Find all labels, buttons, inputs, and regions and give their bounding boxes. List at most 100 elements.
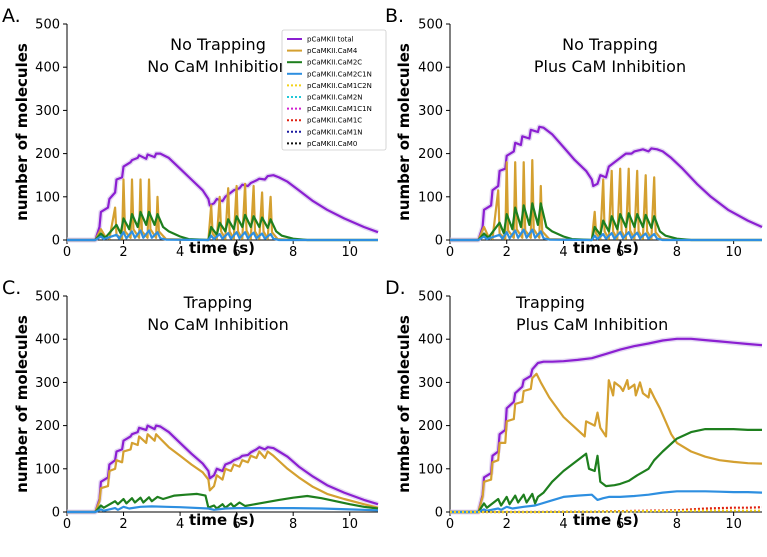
x-tick-label: 8 xyxy=(289,245,297,260)
x-tick-label: 0 xyxy=(446,517,454,532)
series-line-pcamkii-total xyxy=(450,125,763,242)
x-tick-label: 2 xyxy=(119,245,127,260)
chart-panel-2: B. 0 100 200 300 400 500 0 2 4 6 8 10 time (s) number … xyxy=(385,5,764,260)
y-tick-label: 300 xyxy=(35,376,60,391)
legend-label-pcamkii-total: pCaMKII total xyxy=(307,36,354,44)
series-line-pcamkii-cam1c2n xyxy=(450,509,762,514)
chart-title-line: Trapping xyxy=(183,293,253,312)
x-tick-label: 6 xyxy=(616,245,624,260)
series-group xyxy=(67,151,379,243)
y-tick-label: 0 xyxy=(435,234,443,249)
x-tick-label: 2 xyxy=(503,245,511,260)
y-tick-label: 400 xyxy=(418,61,443,76)
x-tick-label: 6 xyxy=(232,245,240,260)
panel-letter: D. xyxy=(385,277,406,299)
x-tick-label: 4 xyxy=(176,245,184,260)
x-tick-label: 0 xyxy=(446,245,454,260)
legend-label-pcamkii-cam0: pCaMKII.CaM0 xyxy=(307,140,357,148)
legend: pCaMKII total pCaMKII.CaM4 pCaMKII.CaM2C pC… xyxy=(281,29,387,151)
series-line-pcamkii-cam2c1n xyxy=(450,490,763,514)
panel-letter: A. xyxy=(2,5,21,27)
x-tick-label: 8 xyxy=(673,517,681,532)
series-band-total xyxy=(450,124,764,243)
chart-title-line: Plus CaM Inhibition xyxy=(516,315,668,334)
x-tick-label: 0 xyxy=(63,517,71,532)
series-line-pcamkii-cam2c xyxy=(450,428,762,514)
series-line-pcamkii-cam2c xyxy=(450,202,762,242)
y-tick-label: 0 xyxy=(52,234,60,249)
legend-label-pcamkii-cam1c2n: pCaMKII.CaM1C2N xyxy=(307,82,372,90)
legend-box xyxy=(281,29,387,151)
x-tick-label: 8 xyxy=(289,517,297,532)
legend-label-pcamkii-cam2c1n: pCaMKII.CaM2C1N xyxy=(307,70,372,78)
x-tick-label: 2 xyxy=(119,517,127,532)
x-axis-label: time (s) xyxy=(189,511,255,529)
legend-label-pcamkii-cam2c: pCaMKII.CaM2C xyxy=(307,59,362,67)
y-tick-label: 100 xyxy=(418,462,443,477)
y-axis-label: number of molecules xyxy=(395,315,413,493)
y-tick-label: 300 xyxy=(418,104,443,119)
y-axis-label: number of molecules xyxy=(395,43,413,221)
x-tick-label: 4 xyxy=(559,517,567,532)
y-tick-label: 500 xyxy=(35,290,60,305)
series-group xyxy=(67,423,379,515)
panel-letter: B. xyxy=(385,5,404,27)
chart-panel-4: D. 0 100 200 300 400 500 0 2 4 6 8 10 time (s) number … xyxy=(385,277,763,532)
x-axis-label: time (s) xyxy=(573,239,639,257)
x-tick-label: 4 xyxy=(559,245,567,260)
legend-label-pcamkii-cam2n: pCaMKII.CaM2N xyxy=(307,94,363,102)
y-tick-label: 100 xyxy=(35,190,60,205)
y-tick-label: 100 xyxy=(418,190,443,205)
x-tick-label: 4 xyxy=(176,517,184,532)
legend-label-pcamkii-cam1n: pCaMKII.CaM1N xyxy=(307,128,363,136)
x-tick-label: 8 xyxy=(673,245,681,260)
y-tick-label: 0 xyxy=(435,506,443,521)
y-tick-label: 300 xyxy=(35,104,60,119)
x-tick-label: 2 xyxy=(503,517,511,532)
chart-panel-1: A. 0 100 200 300 400 500 0 2 4 6 8 10 time (s) number … xyxy=(2,5,387,260)
y-tick-label: 200 xyxy=(35,419,60,434)
y-tick-label: 200 xyxy=(418,147,443,162)
series-line-pcamkii-total xyxy=(450,337,763,514)
x-tick-label: 10 xyxy=(341,517,358,532)
y-tick-label: 400 xyxy=(35,61,60,76)
series-line-pcamkii-cam4 xyxy=(67,433,379,514)
x-tick-label: 10 xyxy=(725,245,742,260)
x-axis-label: time (s) xyxy=(189,239,255,257)
chart-title-line: No CaM Inhibition xyxy=(147,57,288,76)
y-tick-label: 300 xyxy=(418,376,443,391)
series-group xyxy=(450,124,764,243)
x-axis-label: time (s) xyxy=(573,511,639,529)
x-tick-label: 10 xyxy=(341,245,358,260)
chart-title-line: No Trapping xyxy=(170,35,266,54)
y-axis-label: number of molecules xyxy=(13,43,31,221)
chart-panel-3: C. 0 100 200 300 400 500 0 2 4 6 8 10 time (s) number … xyxy=(2,277,379,532)
series-line-pcamkii-cam2c xyxy=(67,210,378,242)
y-tick-label: 200 xyxy=(418,419,443,434)
legend-label-pcamkii-cam1c1n: pCaMKII.CaM1C1N xyxy=(307,105,372,113)
x-tick-label: 10 xyxy=(725,517,742,532)
y-tick-label: 200 xyxy=(35,147,60,162)
y-axis-label: number of molecules xyxy=(13,315,31,493)
panel-letter: C. xyxy=(2,277,21,299)
chart-title-line: No CaM Inhibition xyxy=(147,315,288,334)
series-line-pcamkii-total xyxy=(67,424,379,514)
x-tick-label: 6 xyxy=(232,517,240,532)
series-line-pcamkii-cam4 xyxy=(450,372,763,514)
series-line-pcamkii-cam2c1n xyxy=(450,228,762,242)
y-tick-label: 500 xyxy=(418,290,443,305)
series-line-pcamkii-total xyxy=(67,152,379,242)
series-group xyxy=(450,336,763,515)
x-tick-label: 6 xyxy=(616,517,624,532)
y-tick-label: 100 xyxy=(35,462,60,477)
chart-title-line: Plus CaM Inhibition xyxy=(534,57,686,76)
series-line-pcamkii-cam2c1n xyxy=(67,505,379,514)
x-tick-label: 0 xyxy=(63,245,71,260)
series-line-pcamkii-cam2c1n xyxy=(67,229,378,242)
legend-label-pcamkii-cam4: pCaMKII.CaM4 xyxy=(307,47,358,55)
chart-title-line: No Trapping xyxy=(562,35,658,54)
series-line-pcamkii-cam2c xyxy=(67,492,379,514)
y-tick-label: 500 xyxy=(35,18,60,33)
y-tick-label: 0 xyxy=(52,506,60,521)
